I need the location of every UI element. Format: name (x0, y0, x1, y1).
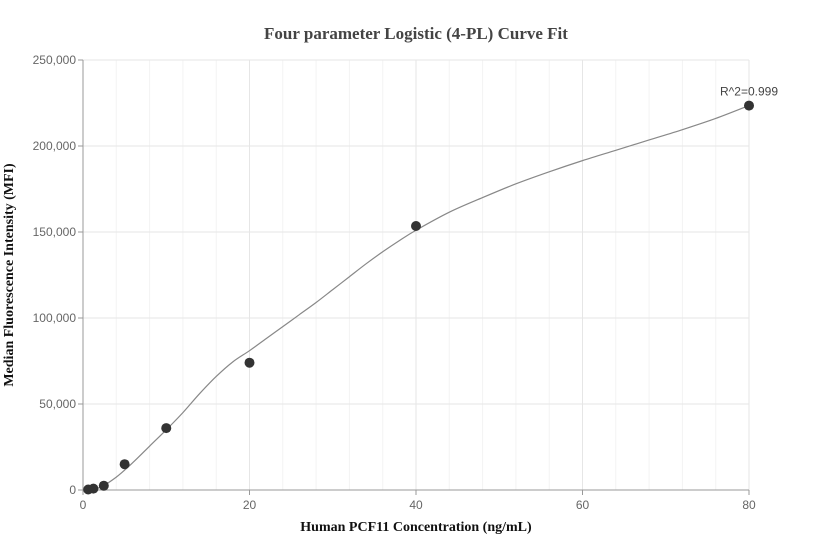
r-squared-annotation: R^2=0.999 (720, 85, 778, 99)
chart-title: Four parameter Logistic (4-PL) Curve Fit (264, 24, 568, 43)
x-tick-label: 80 (742, 498, 756, 512)
data-point (244, 357, 255, 368)
axes: 0 20 40 60 80 0 50,000 100,000 150,000 200,000 250… (33, 53, 756, 512)
x-axis-title: Human PCF11 Concentration (ng/mL) (300, 520, 532, 535)
y-tick-label: 200,000 (33, 139, 77, 153)
x-tick-label: 0 (80, 498, 87, 512)
y-axis-title: Median Fluorescence Intensity (MFI) (2, 163, 17, 387)
data-point (88, 483, 99, 494)
data-point (98, 480, 109, 491)
data-point (161, 423, 172, 434)
data-point (411, 220, 421, 231)
data-points (83, 100, 754, 495)
y-tick-label: 50,000 (39, 397, 76, 411)
x-tick-label: 40 (409, 498, 423, 512)
y-tick-label: 0 (69, 483, 76, 497)
x-tick-label: 20 (243, 498, 257, 512)
y-tick-label: 250,000 (33, 53, 77, 67)
x-tick-label: 60 (576, 498, 590, 512)
y-tick-label: 150,000 (33, 225, 77, 239)
y-tick-label: 100,000 (33, 311, 77, 325)
data-point (119, 459, 130, 470)
grid (82, 59, 750, 491)
data-point (744, 100, 754, 111)
